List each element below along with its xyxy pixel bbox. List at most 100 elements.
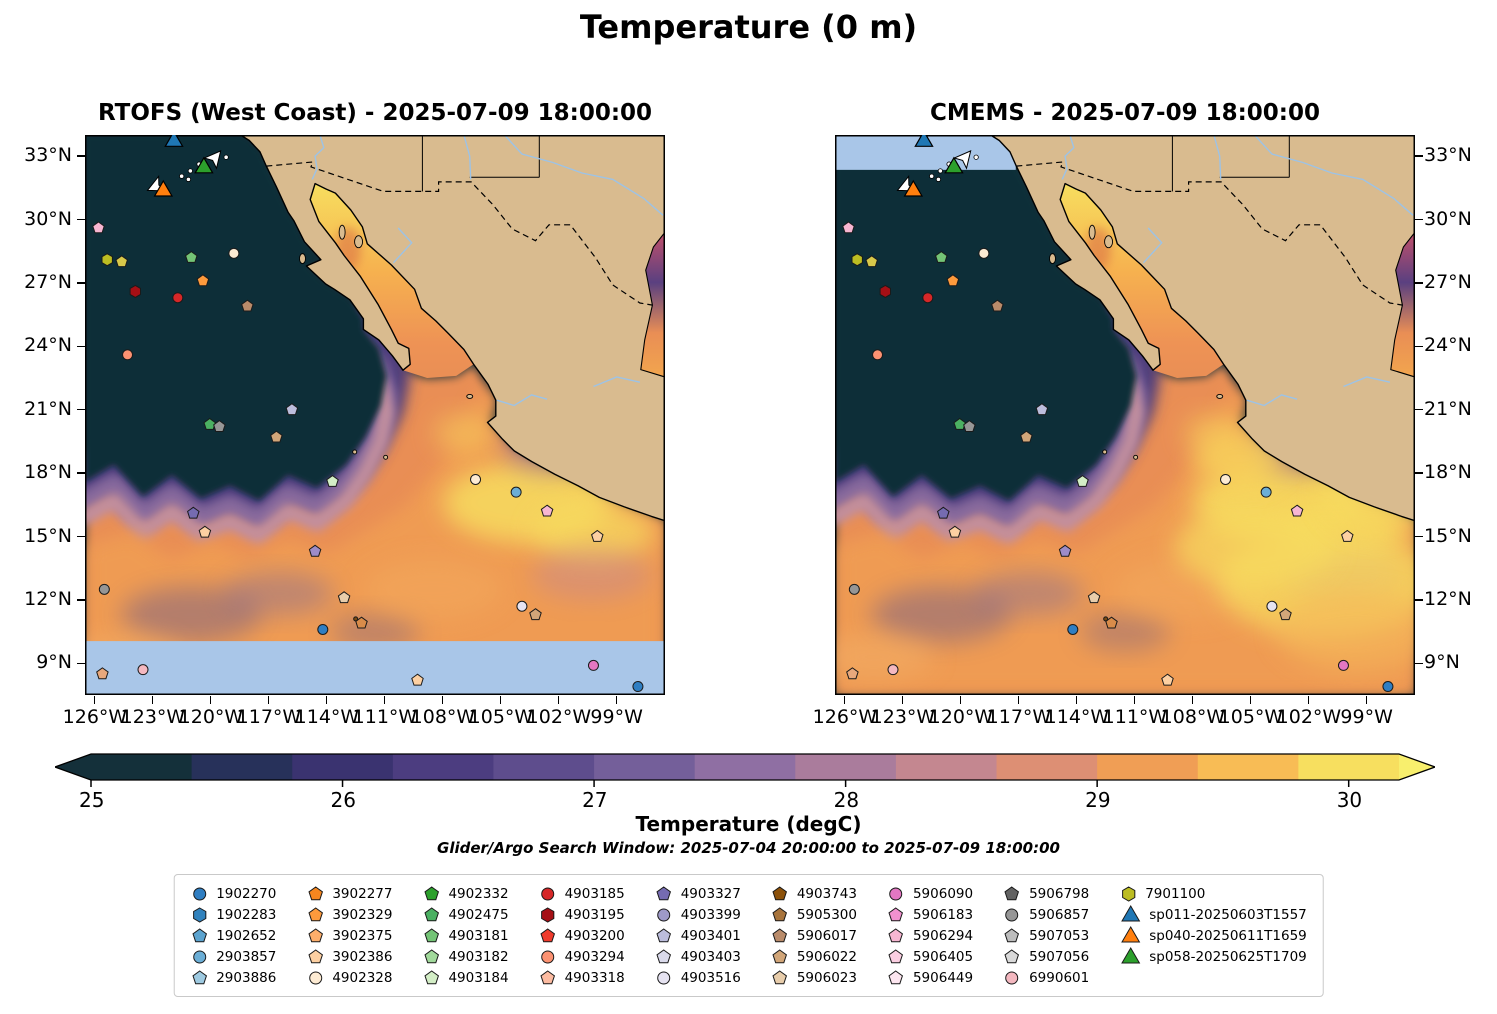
legend-marker-circle-icon — [541, 887, 555, 900]
argo-float-marker — [632, 681, 644, 693]
argo-float-marker — [851, 253, 863, 267]
argo-float-marker — [115, 255, 128, 268]
colorbar-tick-label: 25 — [79, 788, 105, 812]
argo-float-marker — [1341, 529, 1354, 542]
lon-tick-mark — [1307, 696, 1310, 704]
legend-item: 4902475 — [422, 906, 509, 924]
river — [463, 135, 472, 180]
legend-item: 4903401 — [655, 927, 741, 945]
legend-marker-pentagon-icon — [888, 927, 904, 942]
river — [311, 135, 325, 180]
legend-label: 1902270 — [216, 885, 277, 902]
legend-item: 4903200 — [539, 927, 625, 945]
glider-track-dot — [179, 173, 185, 179]
argo-float-marker — [953, 417, 966, 430]
lon-tick-label: 105°W — [1218, 706, 1284, 728]
argo-float-marker — [337, 591, 351, 604]
legend-item: 5906857 — [1003, 906, 1089, 924]
legend-label: sp040-20250611T1659 — [1149, 927, 1307, 944]
no-data-band — [85, 641, 665, 695]
island — [1133, 454, 1139, 460]
argo-float-marker — [270, 430, 283, 443]
lon-tick-label: 117°W — [986, 706, 1052, 728]
legend-marker-triangle-icon — [1120, 904, 1140, 921]
map-frame — [85, 135, 665, 695]
legend-label: 5906183 — [912, 906, 974, 923]
lat-tick-label: 12°N — [1424, 587, 1472, 610]
legend-marker-triangle-icon — [1120, 925, 1140, 942]
lat-tick-mark — [1415, 155, 1423, 157]
temperature-blob — [1277, 591, 1415, 672]
lat-tick-label: 21°N — [24, 397, 72, 420]
legend-marker-pentagon-icon — [424, 927, 439, 942]
argo-float-marker — [963, 419, 976, 432]
argo-float-marker — [196, 274, 210, 287]
lat-tick-mark — [1415, 472, 1423, 474]
legend-label: 5906090 — [912, 885, 974, 902]
river — [1253, 135, 1414, 216]
panel-title-cmems: CMEMS - 2025-07-09 18:00:00 — [929, 100, 1321, 126]
lat-tick-mark — [77, 662, 85, 665]
lat-tick-label: 9°N — [1424, 651, 1460, 674]
argo-float-marker — [1067, 623, 1079, 635]
lat-tick-mark — [1415, 535, 1423, 538]
lon-tick-label: 102°W — [1276, 706, 1342, 728]
island — [299, 253, 306, 265]
argo-float-marker — [887, 664, 899, 676]
lon-tick-label: 108°W — [410, 706, 476, 728]
legend-label: 4903743 — [796, 885, 857, 902]
river — [593, 376, 641, 388]
island — [466, 393, 474, 399]
country-border — [1016, 161, 1403, 306]
lat-tick-mark — [77, 408, 85, 411]
legend-label: 2903857 — [216, 948, 277, 965]
argo-float-marker — [865, 255, 878, 268]
argo-float-marker — [978, 247, 990, 259]
lon-tick-label: 111°W — [352, 706, 418, 728]
lat-tick-mark — [1415, 282, 1423, 284]
legend-marker-circle-icon — [192, 950, 206, 963]
lon-tick-label: 99°W — [590, 706, 643, 728]
lat-tick-label: 18°N — [24, 461, 72, 484]
argo-float-marker — [1279, 608, 1292, 621]
lon-tick-mark — [1191, 696, 1194, 704]
land — [239, 135, 665, 522]
colorbar-tick-label: 30 — [1336, 788, 1363, 812]
island — [1104, 235, 1114, 249]
lon-tick-mark — [1365, 696, 1368, 704]
lon-tick-mark — [151, 696, 154, 704]
argo-float-marker — [228, 247, 240, 259]
legend-label: 5906405 — [912, 948, 974, 965]
legend-item: 4903516 — [655, 969, 741, 987]
legend-item: 5906023 — [771, 969, 857, 987]
legend-label: 2903886 — [216, 969, 277, 986]
argo-float-marker — [587, 659, 599, 671]
legend-label: 5905300 — [796, 906, 857, 923]
legend-label: 4903181 — [448, 927, 509, 944]
legend-label: 3902375 — [332, 927, 393, 944]
legend-marker-pentagon-icon — [191, 927, 207, 942]
legend-label: 4903401 — [680, 927, 741, 944]
legend-item: 3902386 — [306, 948, 392, 966]
land — [989, 135, 1415, 522]
legend-label: sp011-20250603T1557 — [1149, 906, 1307, 923]
lat-tick-label: 27°N — [24, 270, 72, 293]
legend-marker-pentagon-icon — [308, 885, 323, 900]
argo-float-marker — [411, 673, 424, 686]
legend-item: sp058-20250625T1709 — [1119, 946, 1307, 968]
legend-label: 7901100 — [1145, 885, 1206, 902]
glider-track-dot — [187, 168, 193, 174]
lon-tick-mark — [1249, 696, 1252, 704]
legend-marker-circle-icon — [1005, 908, 1019, 921]
legend-marker-pentagon-icon — [888, 969, 904, 984]
lon-tick-mark — [843, 696, 846, 704]
map-frame — [835, 135, 1415, 695]
legend-label: 4902475 — [448, 906, 509, 923]
argo-float-marker — [540, 504, 554, 517]
lon-tick-mark — [209, 696, 212, 704]
lon-tick-label: 99°W — [1340, 706, 1393, 728]
lon-tick-label: 102°W — [526, 706, 592, 728]
lat-tick-label: 33°N — [1424, 144, 1472, 167]
argo-float-marker — [872, 349, 884, 361]
